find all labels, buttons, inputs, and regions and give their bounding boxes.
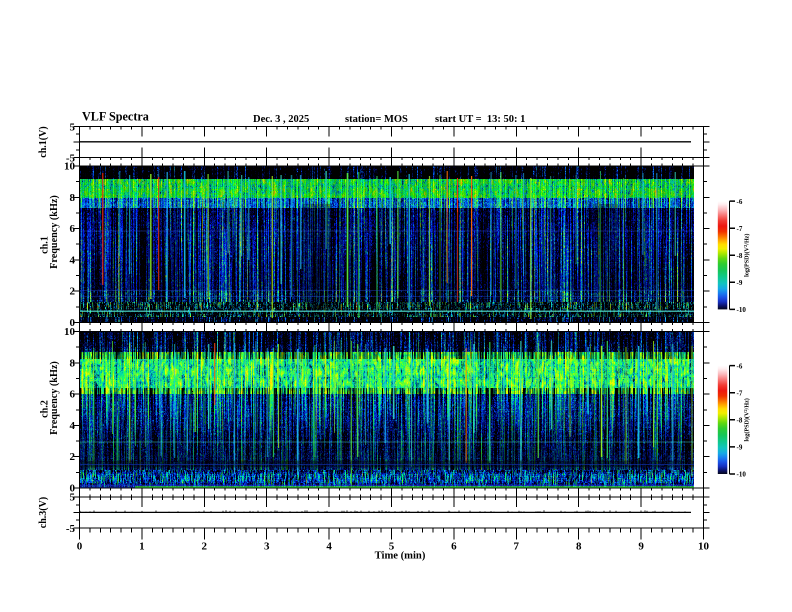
- svg-text:4: 4: [70, 254, 76, 266]
- svg-text:5: 5: [389, 541, 395, 553]
- svg-text:-7: -7: [737, 225, 743, 233]
- svg-text:-10: -10: [737, 471, 747, 479]
- svg-text:10: 10: [698, 541, 710, 553]
- svg-text:Frequency (kHz): Frequency (kHz): [49, 195, 60, 269]
- svg-text:8: 8: [70, 192, 76, 204]
- svg-text:station= MOS: station= MOS: [345, 114, 408, 125]
- svg-text:ch.1(V): ch.1(V): [38, 126, 49, 157]
- svg-text:VLF Spectra: VLF Spectra: [82, 110, 149, 124]
- svg-text:5: 5: [70, 492, 76, 504]
- svg-text:-5: -5: [66, 523, 76, 535]
- svg-text:6: 6: [70, 389, 76, 401]
- svg-text:-7: -7: [737, 389, 743, 397]
- svg-text:3: 3: [264, 541, 270, 553]
- svg-text:-10: -10: [737, 306, 747, 314]
- svg-text:4: 4: [326, 541, 332, 553]
- svg-text:-9: -9: [737, 444, 743, 452]
- svg-text:-8: -8: [737, 417, 743, 425]
- svg-text:6: 6: [70, 223, 76, 235]
- svg-text:ch.3(V): ch.3(V): [38, 497, 49, 528]
- svg-text:ch.1: ch.1: [40, 236, 51, 254]
- svg-text:start UT = 13: 50: 1: start UT = 13: 50: 1: [435, 114, 525, 125]
- svg-text:8: 8: [576, 541, 582, 553]
- svg-text:0: 0: [70, 317, 76, 329]
- svg-text:2: 2: [202, 541, 208, 553]
- svg-text:9: 9: [638, 541, 644, 553]
- svg-text:-6: -6: [737, 362, 743, 370]
- svg-text:-8: -8: [737, 252, 743, 260]
- svg-text:2: 2: [70, 451, 76, 463]
- svg-text:Time (min): Time (min): [375, 550, 426, 561]
- svg-text:4: 4: [70, 420, 76, 432]
- svg-text:0: 0: [70, 483, 76, 495]
- svg-text:6: 6: [451, 541, 457, 553]
- svg-text:-5: -5: [66, 153, 76, 165]
- svg-text:7: 7: [514, 541, 520, 553]
- svg-text:10: 10: [64, 326, 76, 338]
- svg-text:0: 0: [77, 541, 83, 553]
- svg-text:log(PSD)(V2/Hz): log(PSD)(V2/Hz): [743, 234, 751, 277]
- svg-text:-6: -6: [737, 198, 743, 206]
- svg-text:-9: -9: [737, 279, 743, 287]
- svg-text:8: 8: [70, 357, 76, 369]
- svg-text:ch.2: ch.2: [40, 400, 51, 418]
- svg-text:log(PSD)(V2/Hz): log(PSD)(V2/Hz): [743, 398, 751, 441]
- svg-text:10: 10: [64, 161, 76, 173]
- svg-text:Dec. 3 , 2025: Dec. 3 , 2025: [253, 114, 309, 125]
- svg-text:5: 5: [70, 122, 76, 134]
- svg-text:2: 2: [70, 286, 76, 298]
- svg-text:1: 1: [139, 541, 145, 553]
- svg-text:Frequency (kHz): Frequency (kHz): [49, 361, 60, 435]
